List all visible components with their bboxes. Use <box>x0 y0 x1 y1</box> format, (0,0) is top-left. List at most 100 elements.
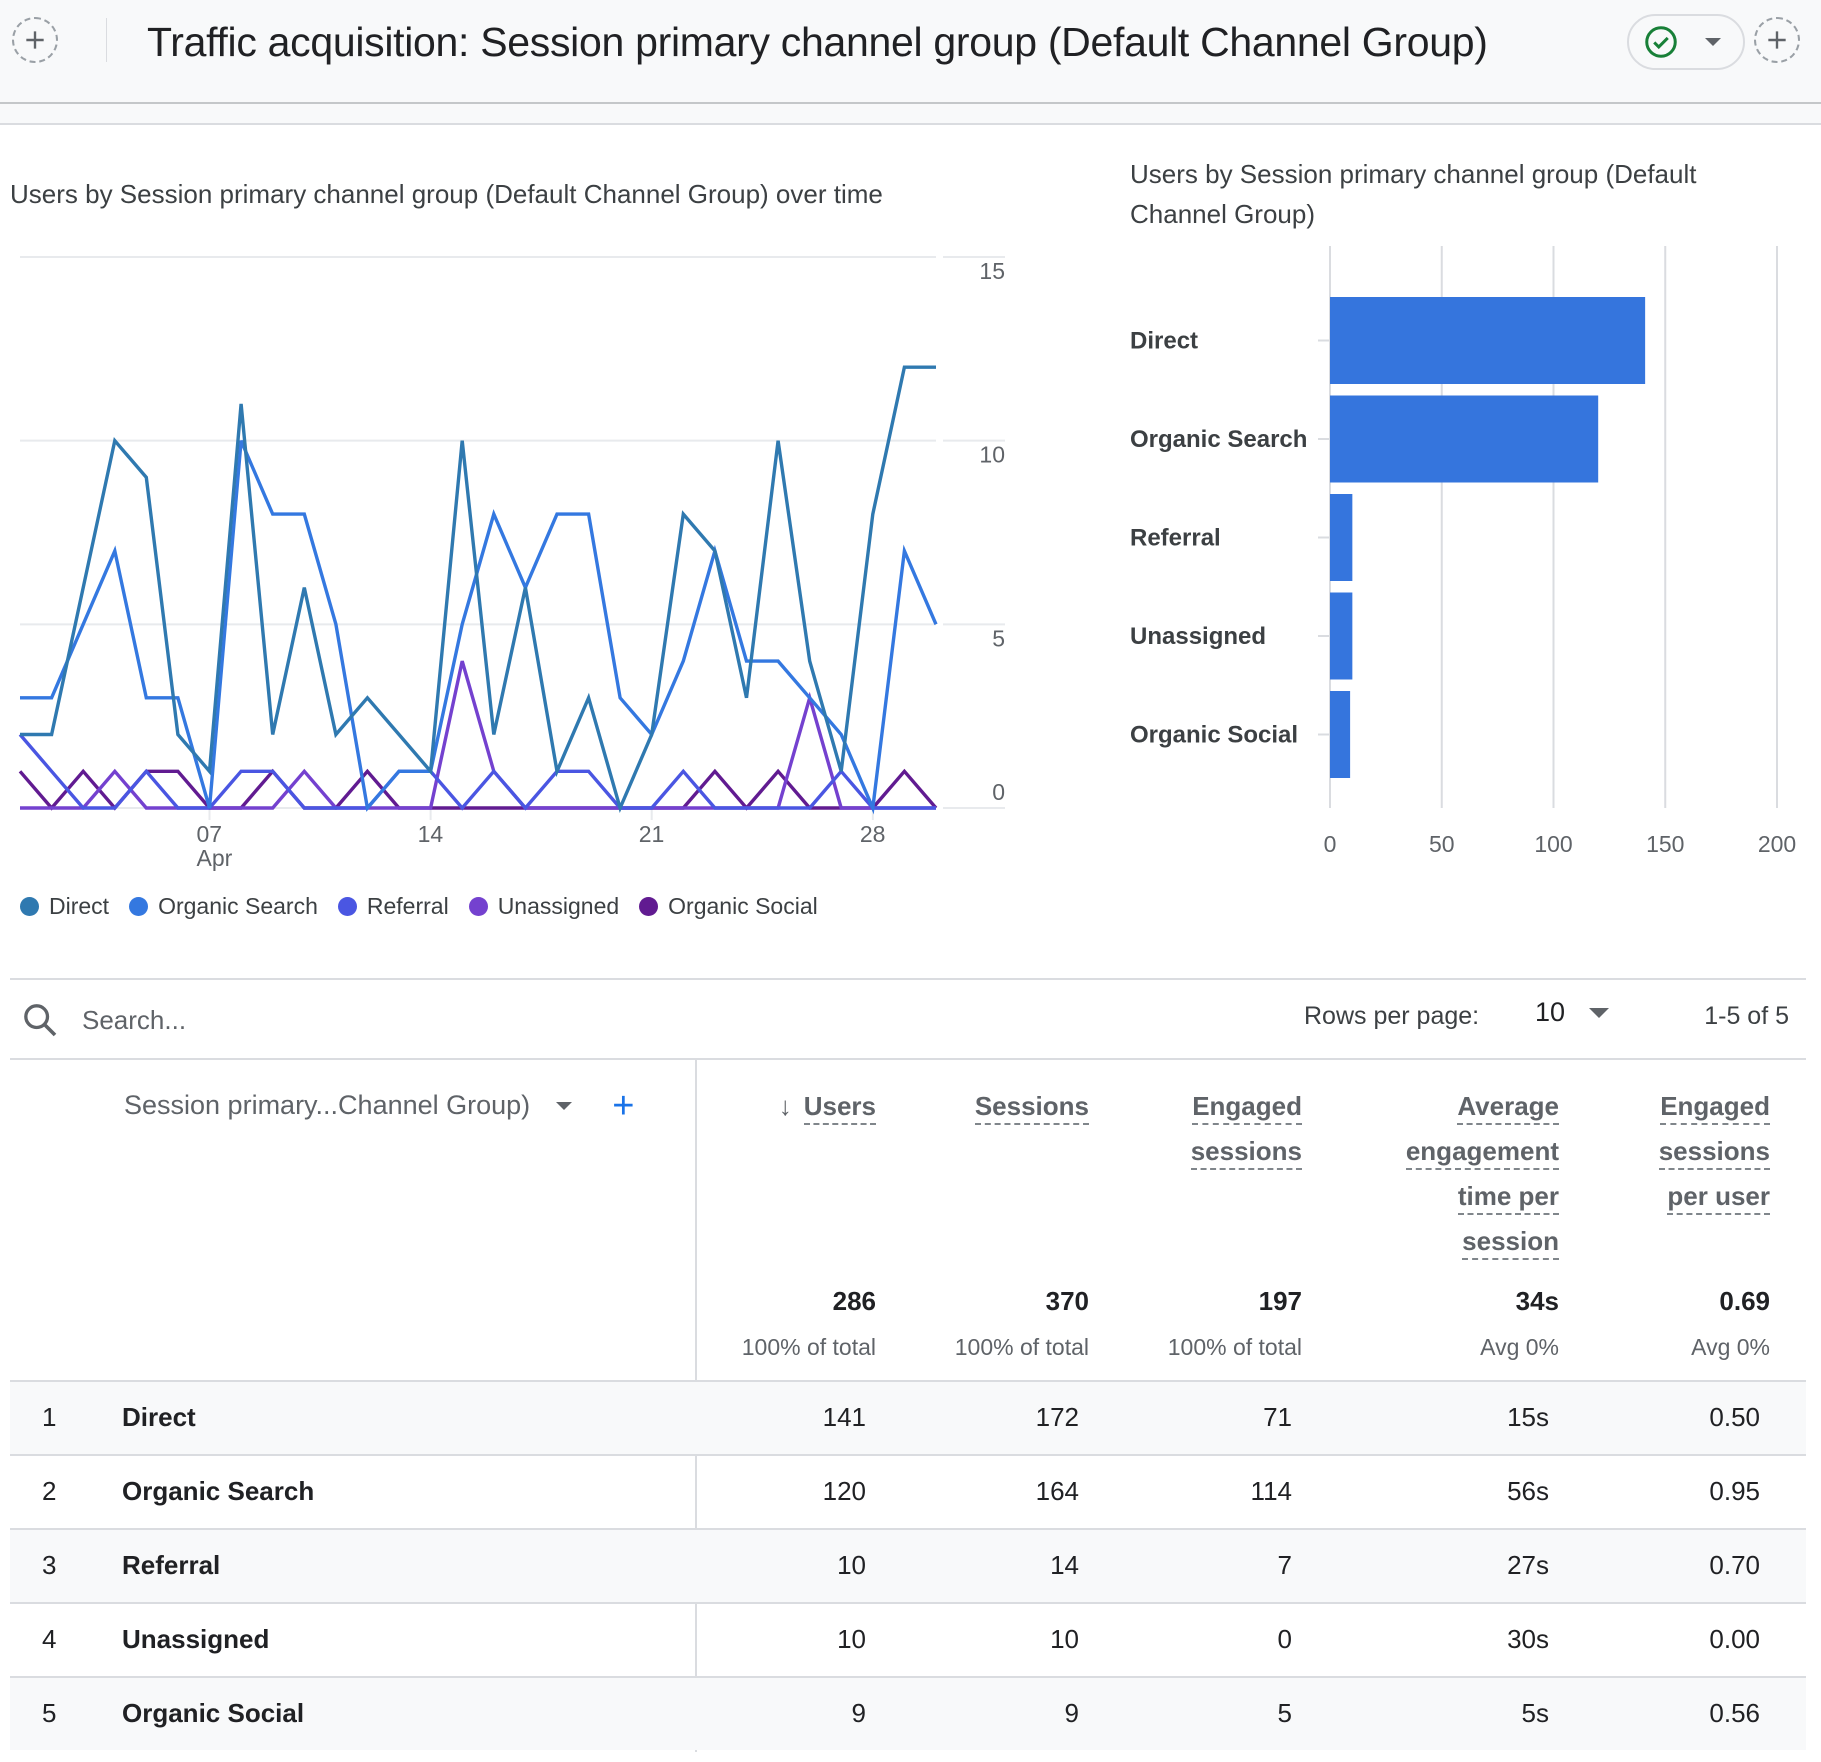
legend-item-organic-social[interactable]: Organic Social <box>639 893 818 920</box>
row-cell: 10 <box>837 1624 866 1654</box>
header-divider <box>106 18 107 62</box>
legend-dot-icon <box>20 897 39 916</box>
legend-item-organic-search[interactable]: Organic Search <box>129 893 318 920</box>
search-input[interactable] <box>82 1004 782 1036</box>
report-status-dropdown[interactable] <box>1627 14 1745 70</box>
row-channel-name[interactable]: Organic Search <box>122 1476 315 1506</box>
series-line-referral[interactable] <box>18 733 936 811</box>
row-cell: 114 <box>1250 1476 1292 1506</box>
add-dimension-button[interactable]: + <box>612 1084 635 1127</box>
plus-icon <box>1768 31 1786 49</box>
legend-item-referral[interactable]: Referral <box>337 893 449 920</box>
row-cell: 14 <box>1050 1550 1079 1580</box>
bar-chart: 0 50 100 150 200 Direct Organic Search Referral… <box>1130 246 1796 857</box>
row-cell: 27s <box>1507 1550 1549 1580</box>
table-row: 4 Unassigned 10 10 0 30s 0.00 <box>10 1602 1806 1676</box>
search-bar <box>20 997 920 1043</box>
row-cell: 0 <box>1277 1624 1292 1654</box>
row-cell: 172 <box>1035 1402 1079 1432</box>
sort-descending-icon: ↓ <box>778 1091 792 1121</box>
row-cell: 141 <box>822 1402 866 1432</box>
add-button[interactable] <box>1754 17 1800 63</box>
bar-direct[interactable] <box>1330 297 1646 384</box>
add-comparison-button[interactable] <box>12 17 58 63</box>
table-row: 5 Organic Social 9 9 5 5s 0.56 <box>10 1676 1806 1750</box>
bar-category-label: Organic Search <box>1130 426 1307 453</box>
line-chart-legend: Direct Organic Search Referral Unassigned Or… <box>20 893 838 920</box>
x-tick-label: 14 <box>418 821 444 847</box>
y-tick-label: 5 <box>992 625 1005 651</box>
column-header-engaged-sessions-per-user[interactable]: Engaged sessions per user <box>1658 1086 1770 1221</box>
row-cell: 164 <box>1035 1476 1079 1506</box>
bar-organic-search[interactable] <box>1330 395 1599 483</box>
row-rank: 1 <box>42 1402 57 1432</box>
column-total-subtext: Avg 0% <box>1480 1334 1559 1360</box>
legend-dot-icon <box>468 897 488 916</box>
row-cell: 7 <box>1277 1550 1292 1580</box>
divider <box>10 1058 1806 1060</box>
column-header-sessions[interactable]: Sessions <box>974 1086 1089 1131</box>
page-title: Traffic acquisition: Session primary cha… <box>147 19 1488 65</box>
x-tick-label: 0 <box>1324 831 1337 857</box>
column-total-subtext: 100% of total <box>1167 1334 1302 1360</box>
column-header-average-engagement-time-per-session[interactable]: Average engagement time per session <box>1405 1086 1559 1266</box>
column-total-subtext: 100% of total <box>741 1334 876 1360</box>
legend-label: Referral <box>366 893 449 919</box>
bar-category-label: Referral <box>1130 525 1221 552</box>
row-cell: 56s <box>1507 1476 1549 1506</box>
x-tick-label: 100 <box>1534 831 1572 857</box>
row-channel-name[interactable]: Referral <box>122 1550 221 1580</box>
dimension-selector[interactable]: Session primary...Channel Group) <box>124 1090 531 1120</box>
bar-category-label: Organic Social <box>1130 722 1298 749</box>
column-total: 34s <box>1515 1286 1559 1316</box>
x-tick-sublabel: Apr <box>197 845 233 871</box>
row-cell: 10 <box>1050 1624 1079 1654</box>
bar-category-label: Unassigned <box>1130 623 1266 650</box>
report-header: Traffic acquisition: Session primary cha… <box>0 0 1821 104</box>
series-line-direct[interactable] <box>20 365 936 814</box>
row-rank: 5 <box>42 1698 57 1728</box>
row-channel-name[interactable]: Organic Social <box>122 1698 305 1728</box>
row-cell: 30s <box>1507 1624 1549 1654</box>
column-header-label: Engaged <box>1660 1089 1770 1125</box>
column-header-engaged-sessions[interactable]: Engaged sessions <box>1190 1086 1302 1176</box>
legend-item-unassigned[interactable]: Unassigned <box>468 893 620 920</box>
row-rank: 4 <box>42 1624 57 1654</box>
legend-item-direct[interactable]: Direct <box>20 893 109 920</box>
rows-per-page-select[interactable]: 10 <box>1535 997 1610 1028</box>
row-channel-name[interactable]: Unassigned <box>122 1624 270 1654</box>
x-tick-label: 21 <box>639 821 665 847</box>
column-header-users[interactable]: ↓ Users <box>779 1086 876 1131</box>
row-cell: 120 <box>822 1476 866 1506</box>
bar-referral[interactable] <box>1330 494 1353 581</box>
column-total: 286 <box>832 1286 876 1316</box>
bar-organic-social[interactable] <box>1330 691 1351 778</box>
y-tick-label: 15 <box>979 258 1005 284</box>
legend-label: Organic Social <box>668 893 818 919</box>
row-cell: 0.70 <box>1709 1550 1760 1580</box>
bar-unassigned[interactable] <box>1330 592 1353 680</box>
table-row: 1 Direct 141 172 71 15s 0.50 <box>10 1380 1806 1454</box>
row-cell: 9 <box>851 1698 866 1728</box>
column-total-subtext: 100% of total <box>954 1334 1089 1360</box>
bar-category-label: Direct <box>1130 328 1198 355</box>
column-total-subtext: Avg 0% <box>1691 1334 1770 1360</box>
row-cell: 5 <box>1277 1698 1292 1728</box>
x-tick-label: 200 <box>1758 831 1796 857</box>
row-cell: 9 <box>1064 1698 1079 1728</box>
row-cell: 71 <box>1263 1402 1292 1432</box>
chevron-down-icon[interactable] <box>556 1101 573 1110</box>
column-header-label: session <box>1462 1224 1559 1260</box>
series-line-unassigned[interactable] <box>20 660 936 810</box>
column-header-label: Sessions <box>974 1089 1089 1125</box>
chevron-down-icon <box>1589 1007 1610 1018</box>
legend-label: Unassigned <box>497 893 620 919</box>
row-channel-name[interactable]: Direct <box>122 1402 196 1432</box>
bar-chart-title: Users by Session primary channel group (… <box>1130 159 1697 229</box>
row-rank: 2 <box>42 1476 57 1506</box>
table-row: 3 Referral 10 14 7 27s 0.70 <box>10 1528 1806 1602</box>
legend-dot-icon <box>337 897 357 916</box>
chevron-down-icon <box>1705 38 1721 46</box>
series-line-organic-social[interactable] <box>18 768 938 811</box>
